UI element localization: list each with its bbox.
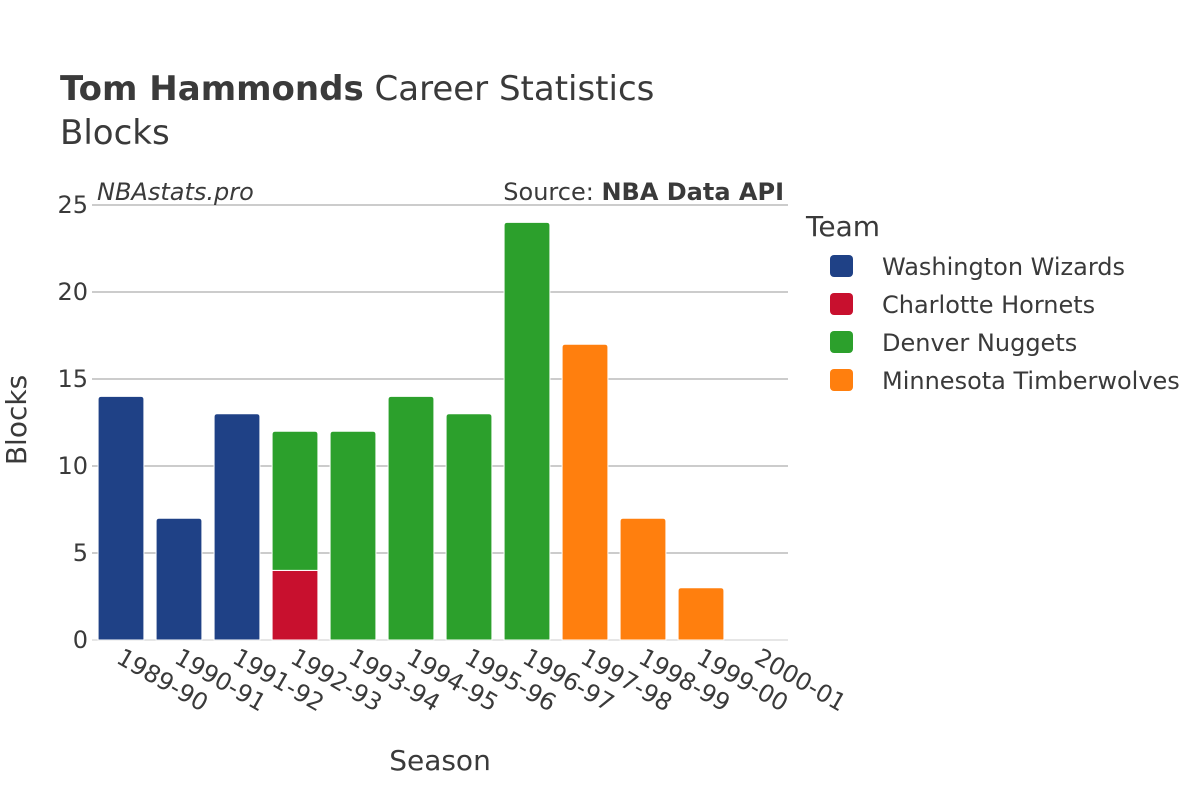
legend: Team Washington Wizards Charlotte Hornets… [805, 210, 1180, 395]
bars-group [97, 221, 725, 641]
legend-label: Charlotte Hornets [882, 291, 1095, 319]
x-tick-labels: 1989-901990-911991-921992-931993-941994-… [112, 643, 851, 717]
bar-1991-92-washington-wizards [213, 413, 261, 641]
y-tick-label: 0 [73, 626, 88, 654]
x-axis-title: Season [389, 744, 491, 777]
bar-1998-99-minnesota-timberwolves [619, 517, 667, 641]
site-watermark: NBAstats.pro [97, 178, 254, 206]
bar-1994-95-denver-nuggets [387, 395, 435, 641]
y-tick-label: 5 [73, 539, 88, 567]
legend-label: Washington Wizards [882, 253, 1125, 281]
bar-1997-98-minnesota-timberwolves [561, 343, 609, 641]
legend-label: Minnesota Timberwolves [882, 367, 1180, 395]
chart-subtitle: Blocks [60, 113, 170, 153]
legend-title: Team [805, 210, 880, 243]
legend-swatch [830, 255, 853, 277]
bar-1995-96-denver-nuggets [445, 413, 493, 641]
y-tick-label: 20 [57, 278, 88, 306]
source-prefix: Source: [503, 178, 601, 206]
y-tick-label: 25 [57, 191, 88, 219]
bar-1989-90-washington-wizards [97, 395, 145, 641]
source-credit: Source: NBA Data API [503, 178, 784, 206]
bar-1992-93-denver-nuggets [271, 430, 319, 571]
chart-title-rest: Career Statistics [364, 69, 655, 109]
y-tick-label: 15 [57, 365, 88, 393]
bar-1993-94-denver-nuggets [329, 430, 377, 641]
chart-title-player: Tom Hammonds [60, 69, 364, 109]
legend-swatch [830, 369, 853, 391]
legend-label: Denver Nuggets [882, 329, 1077, 357]
y-tick-label: 10 [57, 452, 88, 480]
legend-swatch [830, 331, 853, 353]
source-name: NBA Data API [601, 178, 784, 206]
y-axis-title: Blocks [0, 375, 33, 465]
chart-title: Tom Hammonds Career Statistics [60, 69, 654, 109]
bar-1999-00-minnesota-timberwolves [677, 587, 725, 641]
y-tick-labels: 0 5 10 15 20 25 [57, 191, 88, 654]
legend-swatch [830, 293, 853, 315]
y-gridlines [92, 204, 788, 641]
bar-1996-97-denver-nuggets [503, 221, 551, 641]
bar-1990-91-washington-wizards [155, 517, 203, 641]
bar-1992-93-charlotte-hornets [271, 569, 319, 641]
